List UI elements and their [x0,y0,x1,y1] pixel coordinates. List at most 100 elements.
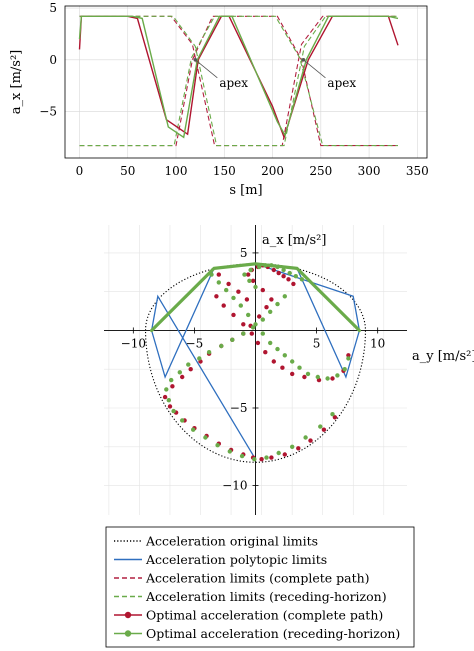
scatter-point [170,384,175,389]
top-series-line [79,15,398,147]
scatter-point [264,455,269,460]
scatter-point [290,444,295,449]
scatter-point [246,272,251,277]
legend-box [105,526,415,648]
scatter-point [269,455,274,460]
top-plot-frame [64,5,428,159]
top-annotations: apex apex [193,57,356,90]
scatter-point [219,343,224,349]
scatter-point [244,297,250,302]
scatter-point [269,297,274,302]
top-series-line [79,15,398,147]
bottom-ytick-label: 5 [240,246,248,260]
scatter-point [241,331,246,336]
scatter-point [180,418,185,423]
scatter-point [281,267,286,273]
scatter-point [302,374,307,380]
scatter-point [299,277,305,282]
scatter-point [275,346,280,352]
top-x-axis-label: s [m] [229,183,262,198]
scatter-point [276,270,281,276]
legend-entry-label: Optimal acceleration (complete path) [146,608,383,623]
legend-items: Acceleration original limits Acceleration… [114,534,400,641]
top-xtick-label: 0 [76,164,84,178]
top-series-line [79,15,398,147]
scatter-point [287,270,292,276]
top-ytick-label: −5 [39,104,57,118]
scatter-point [291,281,296,287]
scatter-point [276,450,281,456]
top-series [78,15,399,147]
bottom-ytick-label: −10 [222,479,247,493]
scatter-point [325,376,330,381]
scatter-point [308,438,313,443]
scatter-point [255,340,261,346]
legend-swatch-marker [124,611,132,619]
bottom-series [144,262,367,463]
top-ytick-label: 5 [49,1,57,15]
bottom-y-axis-label: a_x [m/s²] [262,233,326,248]
scatter-point [271,359,276,364]
scatter-point [303,435,308,440]
legend-entry-label: Optimal acceleration (receding-horizon) [146,626,400,641]
scatter-point [221,303,226,308]
scatter-point [246,312,251,318]
scatter-point [305,371,311,377]
top-series-line [78,15,399,139]
apex-label: apex [327,76,356,90]
scatter-point [203,435,208,440]
scatter-point [171,408,176,414]
scatter-point [224,287,229,293]
scatter-point [335,373,340,378]
top-xtick-label: 350 [406,164,429,178]
legend-entry-label: Acceleration polytopic limits [145,552,327,567]
scatter-point [250,278,256,283]
scatter-point [346,356,351,361]
scatter-point [188,367,193,372]
scatter-point [290,359,295,364]
legend-entry-label: Acceleration limits (receding-horizon) [145,589,387,604]
scatter-point [342,367,347,372]
scatter-point [257,314,262,319]
scatter-point [293,274,298,279]
top-xtick-label: 200 [261,164,284,178]
apex-pointer [195,59,218,79]
scatter-point [281,274,286,279]
scatter-point [260,287,265,293]
scatter-point [263,350,268,355]
scatter-point [248,267,253,273]
scatter-point [271,267,276,273]
legend: Acceleration original limits Acceleration… [105,526,415,648]
scatter-point [260,331,265,336]
scatter-point [290,371,295,377]
scatter-point [253,284,258,290]
top-xtick-label: 50 [120,164,135,178]
scatter-point [216,280,221,285]
bottom-xtick-label: 10 [370,336,385,350]
scatter-point [169,377,174,383]
scatter-point [282,294,287,299]
scatter-point [330,376,335,381]
scatter-point [260,317,265,322]
scatter-point [239,453,245,459]
top-ytick-label: 0 [49,53,57,67]
scatter-point [282,353,287,358]
scatter-point [177,370,182,375]
limit-outline [150,262,361,333]
scatter-point [167,404,173,409]
scatter-point [236,289,241,294]
top-series-line [79,15,398,147]
top-y-axis-label: a_x [m/s²] [9,50,24,114]
scatter-point [214,294,219,299]
scatter-point [216,272,221,277]
legend-swatch-marker [124,630,132,637]
scatter-point [330,412,335,417]
scatter-point [282,452,287,457]
scatter-point [318,424,323,429]
scatter-point [186,362,191,367]
scatter-point [242,272,247,277]
scatter-point [206,350,212,355]
